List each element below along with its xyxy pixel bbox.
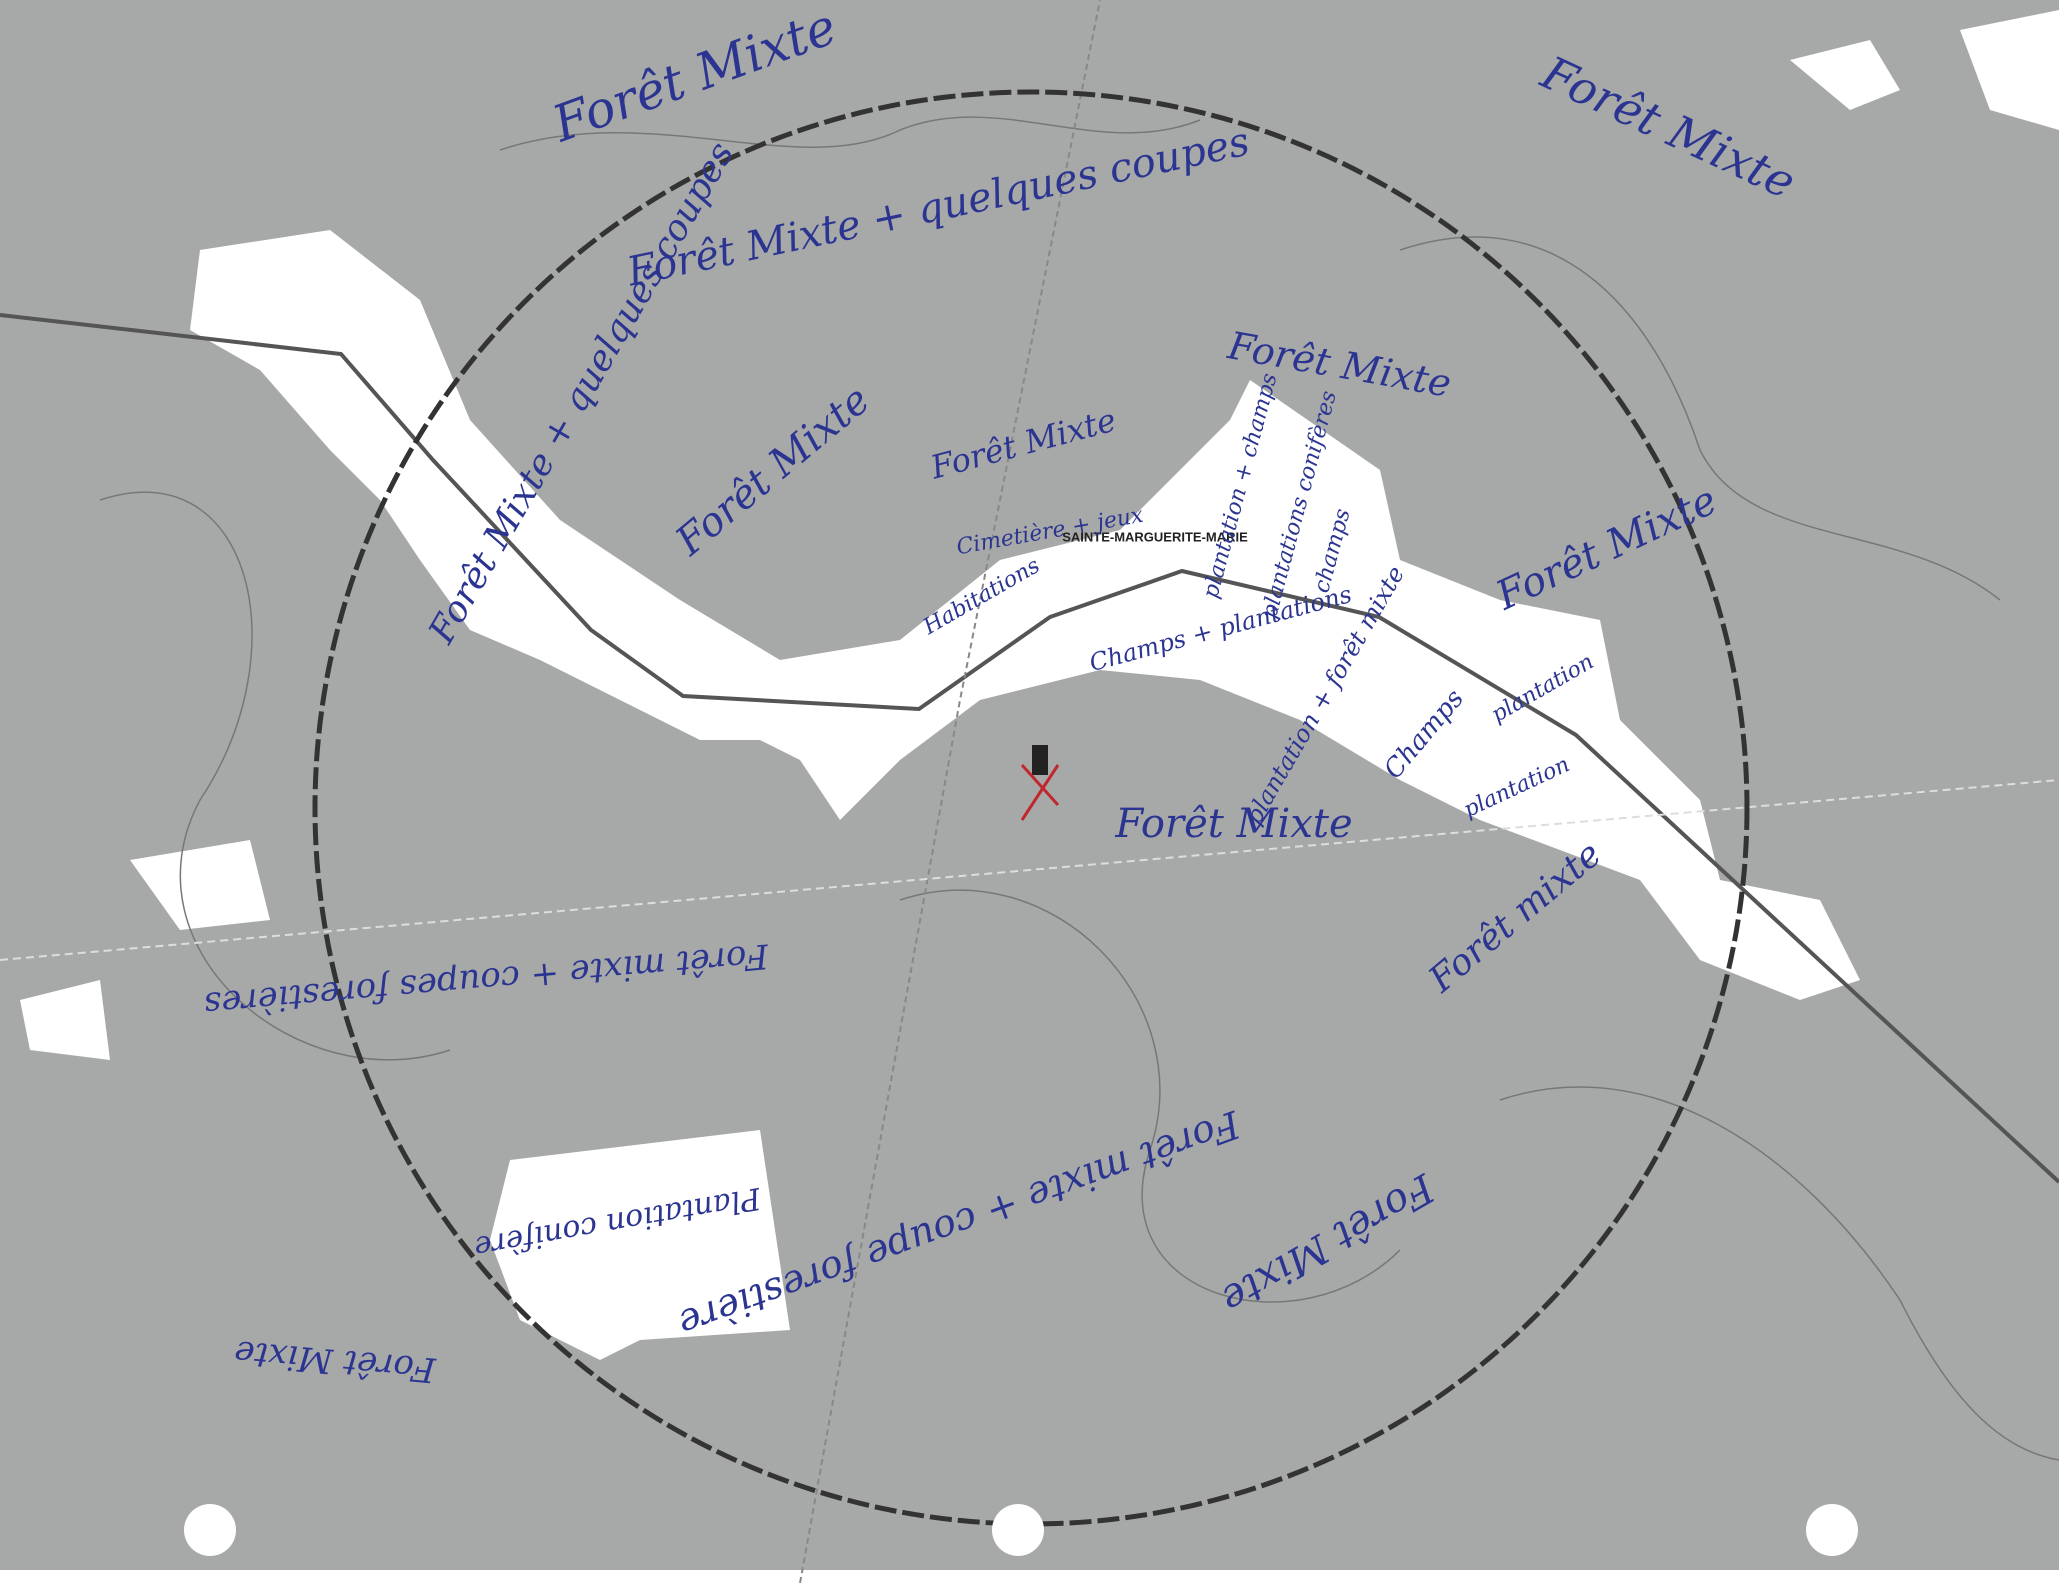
contour-lines: [99, 116, 2059, 1461]
road: [0, 313, 2059, 1184]
power-line: [0, 779, 2059, 961]
clearing: [20, 980, 110, 1060]
site-marker: [1020, 745, 1060, 821]
contour: [899, 889, 1401, 1303]
handwritten-annotation: Forêt Mixte: [1114, 801, 1352, 847]
punch-hole: [1806, 1504, 1858, 1556]
contour: [1399, 236, 2001, 601]
clearing: [1960, 10, 2059, 130]
contour: [99, 491, 451, 1061]
trail: [799, 0, 1101, 1583]
punch-hole: [992, 1504, 1044, 1556]
punch-hole: [184, 1504, 236, 1556]
place-label: SAINTE-MARGUERITE-MARIE: [1062, 529, 1248, 544]
plantation-clearing: [490, 1130, 790, 1360]
clearing: [130, 840, 270, 930]
clearing: [1790, 40, 1900, 110]
marker-cross: [1020, 763, 1060, 807]
open-areas: [20, 10, 2059, 1360]
punch-holes: [184, 1504, 1858, 1556]
valley-clearing: [190, 230, 1860, 1000]
marker-cross: [1020, 764, 1060, 821]
marker-body: [1032, 745, 1048, 775]
page-margin: [0, 1570, 2059, 1583]
contour: [1499, 1086, 2059, 1461]
contour: [499, 116, 1201, 151]
